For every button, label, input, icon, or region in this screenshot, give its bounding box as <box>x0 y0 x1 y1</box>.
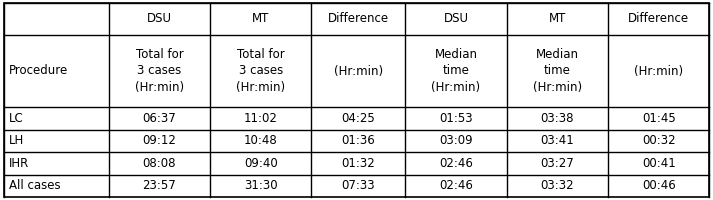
Text: (Hr:min): (Hr:min) <box>334 64 383 77</box>
Text: Total for
3 cases
(Hr:min): Total for 3 cases (Hr:min) <box>236 48 285 94</box>
Text: 00:32: 00:32 <box>642 134 675 147</box>
Text: LC: LC <box>9 112 24 125</box>
Text: 03:41: 03:41 <box>540 134 574 147</box>
Text: 01:36: 01:36 <box>342 134 375 147</box>
Text: 31:30: 31:30 <box>244 179 277 192</box>
Text: 03:38: 03:38 <box>540 112 574 125</box>
Text: IHR: IHR <box>9 157 29 170</box>
Text: 03:09: 03:09 <box>439 134 473 147</box>
Text: 10:48: 10:48 <box>244 134 277 147</box>
Text: Difference: Difference <box>328 12 389 25</box>
Text: 09:12: 09:12 <box>143 134 176 147</box>
Text: 01:53: 01:53 <box>439 112 473 125</box>
Text: Total for
3 cases
(Hr:min): Total for 3 cases (Hr:min) <box>135 48 184 94</box>
Text: 07:33: 07:33 <box>342 179 375 192</box>
Text: Procedure: Procedure <box>9 64 68 77</box>
Text: 06:37: 06:37 <box>143 112 176 125</box>
Text: 09:40: 09:40 <box>244 157 277 170</box>
Text: 02:46: 02:46 <box>439 157 473 170</box>
Text: 02:46: 02:46 <box>439 179 473 192</box>
Text: 01:32: 01:32 <box>342 157 375 170</box>
Text: MT: MT <box>252 12 270 25</box>
Text: 03:27: 03:27 <box>540 157 574 170</box>
Text: 23:57: 23:57 <box>143 179 176 192</box>
Text: 11:02: 11:02 <box>244 112 277 125</box>
Text: 00:46: 00:46 <box>642 179 676 192</box>
Text: 08:08: 08:08 <box>143 157 176 170</box>
Text: 04:25: 04:25 <box>342 112 375 125</box>
Text: LH: LH <box>9 134 24 147</box>
Text: Difference: Difference <box>628 12 689 25</box>
Text: Median
time
(Hr:min): Median time (Hr:min) <box>431 48 481 94</box>
Text: MT: MT <box>549 12 566 25</box>
Text: 01:45: 01:45 <box>642 112 676 125</box>
Text: Median
time
(Hr:min): Median time (Hr:min) <box>533 48 582 94</box>
Text: DSU: DSU <box>147 12 172 25</box>
Text: 00:41: 00:41 <box>642 157 676 170</box>
Text: 03:32: 03:32 <box>540 179 574 192</box>
Text: DSU: DSU <box>443 12 468 25</box>
Text: (Hr:min): (Hr:min) <box>634 64 683 77</box>
Text: All cases: All cases <box>9 179 60 192</box>
